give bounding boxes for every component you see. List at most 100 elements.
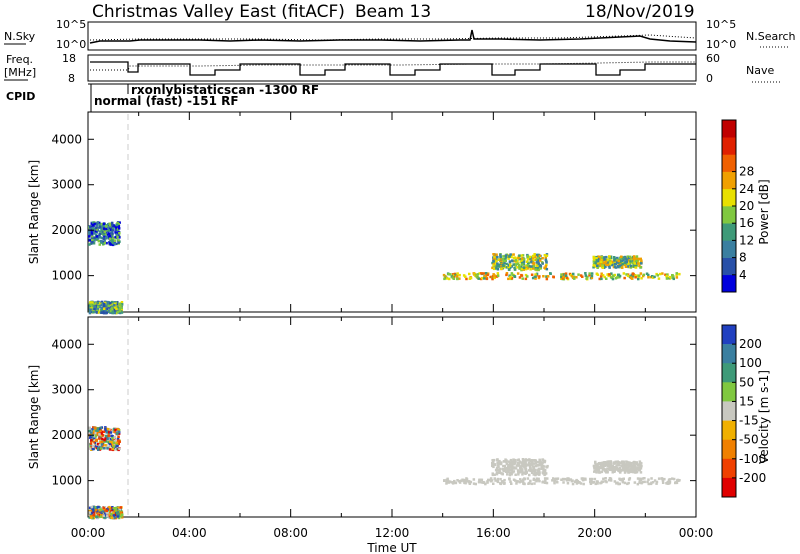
- echo-cell: [111, 232, 114, 235]
- echo-cell: [116, 448, 119, 451]
- echo-cell: [105, 509, 109, 512]
- echo-cell: [492, 461, 495, 464]
- echo-cell: [496, 256, 499, 259]
- echo-cell: [88, 243, 91, 246]
- echo-cell: [493, 257, 496, 261]
- echo-cell: [98, 230, 102, 233]
- echo-cell: [515, 260, 518, 264]
- echo-cell: [115, 311, 118, 315]
- echo-cell: [636, 477, 640, 480]
- echo-cell: [94, 434, 98, 438]
- echo-cell: [509, 253, 512, 256]
- echo-cell: [115, 512, 119, 515]
- echo-cell: [620, 464, 623, 468]
- echo-cell: [99, 439, 102, 442]
- echo-cell: [589, 477, 592, 481]
- echo-cell: [600, 470, 604, 474]
- echo-cell: [489, 477, 493, 480]
- echo-cell: [93, 310, 97, 313]
- echo-cell: [92, 430, 96, 433]
- echo-cell: [102, 233, 105, 236]
- echo-cell: [528, 255, 532, 259]
- freq-tick-bottom: 8: [68, 72, 75, 85]
- echo-cell: [105, 513, 109, 516]
- echo-cell: [507, 470, 510, 474]
- echo-cell: [107, 236, 110, 239]
- echo-cell: [102, 222, 106, 226]
- echo-cell: [537, 471, 540, 474]
- echo-cell: [595, 471, 598, 474]
- echo-cell: [665, 277, 669, 280]
- echo-cell: [508, 473, 512, 477]
- echo-cell: [522, 260, 525, 263]
- echo-cell: [108, 240, 111, 244]
- echo-cell: [653, 275, 656, 279]
- echo-cell: [599, 260, 603, 263]
- echo-cell: [623, 276, 626, 280]
- echo-cell: [571, 482, 575, 486]
- echo-cell: [618, 265, 622, 269]
- echo-cell: [116, 306, 120, 310]
- echo-cell: [115, 228, 118, 232]
- echo-cell: [614, 460, 617, 464]
- echo-cell: [113, 516, 116, 519]
- echo-cell: [482, 481, 485, 484]
- echo-cell: [618, 477, 621, 481]
- echo-cell: [635, 462, 638, 465]
- echo-cell: [92, 227, 95, 231]
- echo-cell: [608, 260, 611, 263]
- echo-cell: [556, 477, 560, 480]
- echo-cell: [511, 273, 514, 277]
- echo-cell: [626, 274, 630, 278]
- echo-cell: [497, 258, 501, 261]
- echo-cell: [101, 302, 105, 305]
- echo-cell: [605, 462, 609, 466]
- echo-cell: [586, 275, 589, 279]
- echo-cell: [89, 435, 93, 439]
- echo-cell: [642, 273, 646, 277]
- colorbar-tick-label: 28: [739, 165, 754, 179]
- echo-cell: [102, 506, 105, 510]
- echo-cell: [116, 432, 119, 436]
- echo-cell: [596, 264, 599, 268]
- freq-panel-frame: [87, 54, 697, 82]
- echo-cell: [496, 272, 500, 275]
- freq-unit-label: [MHz]: [4, 66, 36, 79]
- echo-cell: [509, 469, 512, 472]
- cpid-mode-2: normal (fast) -151 RF: [94, 94, 239, 108]
- echo-cell: [516, 262, 520, 265]
- echo-cell: [527, 482, 530, 485]
- echo-cell: [502, 464, 505, 468]
- echo-cell: [120, 303, 124, 306]
- echo-cell: [518, 267, 521, 270]
- echo-cell: [518, 276, 522, 279]
- echo-cell: [99, 435, 103, 438]
- time-x-axis-label: Time UT: [366, 541, 417, 554]
- echo-cell: [507, 460, 511, 463]
- echo-cell: [621, 262, 624, 266]
- echo-cell: [640, 464, 643, 468]
- echo-cell: [104, 236, 107, 239]
- echo-cell: [527, 261, 531, 264]
- echo-cell: [614, 262, 617, 266]
- echo-cell: [601, 480, 605, 483]
- echo-cell: [499, 253, 502, 257]
- echo-cell: [455, 274, 459, 278]
- echo-cell: [663, 477, 666, 481]
- echo-cell: [520, 267, 524, 271]
- echo-cell: [529, 479, 532, 483]
- echo-cell: [108, 237, 112, 240]
- echo-cell: [530, 459, 534, 462]
- echo-region: [88, 300, 124, 315]
- echo-cell: [496, 477, 500, 481]
- echo-cell: [97, 311, 100, 314]
- echo-cell: [622, 461, 626, 465]
- echo-cell: [522, 263, 526, 266]
- echo-cell: [594, 482, 597, 486]
- echo-cell: [618, 466, 622, 470]
- echo-cell: [560, 275, 563, 279]
- echo-cell: [108, 505, 111, 509]
- echo-cell: [101, 222, 104, 226]
- echo-cell: [486, 481, 489, 484]
- echo-cell: [611, 471, 614, 474]
